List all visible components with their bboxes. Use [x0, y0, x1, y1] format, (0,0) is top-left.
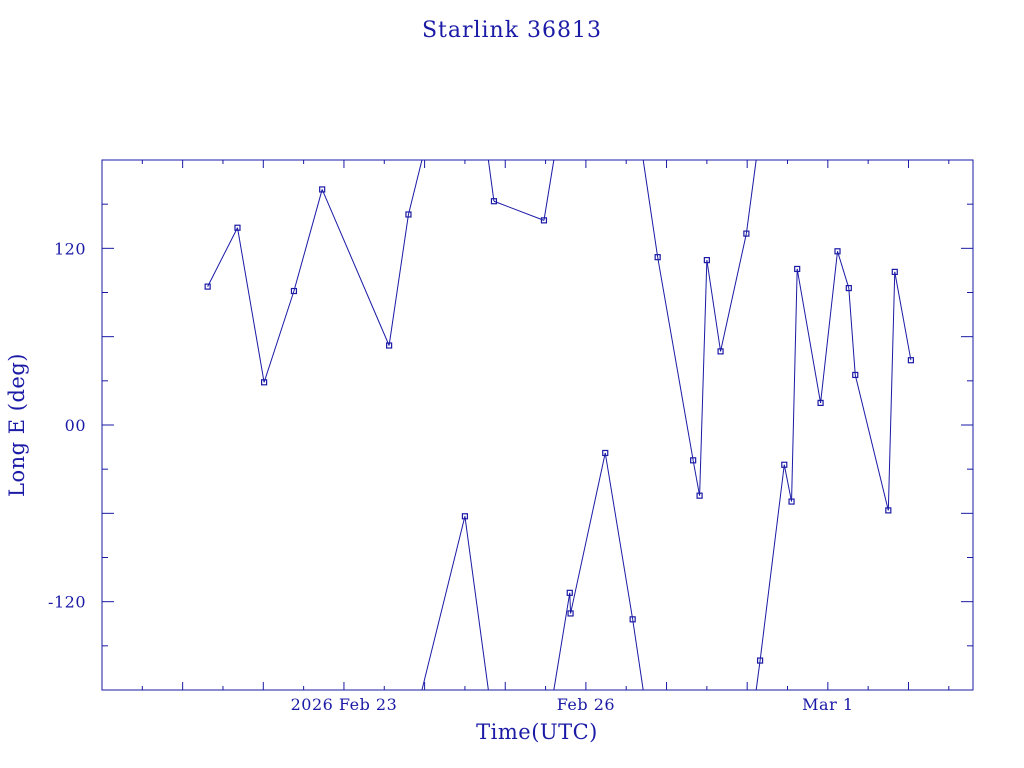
series-segment	[854, 374, 889, 511]
series-segment	[421, 516, 466, 691]
axis-ticks	[101, 159, 973, 691]
data-point	[885, 507, 892, 514]
series-segment	[642, 159, 659, 258]
series-segment	[293, 189, 323, 292]
data-point	[690, 457, 697, 464]
series-segment	[553, 592, 571, 691]
data-point	[907, 357, 915, 364]
series-segment	[820, 251, 839, 403]
series-segment	[657, 257, 694, 461]
data-point	[891, 268, 898, 275]
series-segment	[263, 290, 295, 383]
x-tick-label: Mar 1	[802, 695, 853, 714]
series-segment	[692, 460, 701, 496]
series-segment	[837, 251, 850, 289]
y-axis-label: Long E (deg)	[5, 353, 29, 497]
series-segment	[207, 227, 238, 287]
data-point	[540, 217, 548, 224]
series-segment	[570, 452, 606, 614]
data-point	[788, 498, 795, 505]
series-segment	[887, 271, 896, 511]
series-segment	[487, 159, 495, 202]
series-segment	[783, 464, 793, 502]
series-segment	[796, 268, 822, 404]
series-segment	[791, 268, 798, 502]
data-point	[834, 248, 841, 255]
chart-title: Starlink 36813	[422, 18, 602, 43]
series-longitude	[204, 159, 915, 691]
series-segment	[632, 619, 644, 691]
data-point	[743, 230, 750, 237]
y-tick-label: 120	[54, 239, 86, 258]
data-point	[696, 492, 703, 499]
data-point	[629, 616, 636, 623]
series-segment	[543, 159, 555, 221]
data-point	[234, 224, 241, 231]
x-tick-label: 2026 Feb 23	[291, 695, 398, 714]
series-segment	[755, 660, 761, 691]
data-point	[405, 211, 412, 218]
data-point	[756, 657, 764, 664]
data-point	[386, 342, 393, 349]
series-segment	[236, 227, 265, 383]
plot-frame	[101, 159, 974, 691]
data-point	[566, 589, 573, 596]
series-segment	[407, 159, 423, 215]
data-point	[781, 461, 788, 468]
data-point	[794, 265, 801, 273]
series-segment	[699, 260, 708, 496]
series-segment	[569, 592, 572, 614]
y-tick-label: 00	[65, 416, 86, 435]
x-tick-label: Feb 26	[557, 695, 615, 714]
data-point	[703, 257, 710, 264]
series-segment	[493, 200, 545, 221]
series-segment	[759, 464, 785, 661]
tick-labels: 2026 Feb 23 Feb 26 Mar 1 -120 00 120	[48, 239, 853, 714]
data-point	[261, 379, 268, 386]
data-point	[817, 399, 824, 407]
data-point	[852, 371, 859, 379]
data-point	[461, 513, 469, 520]
data-point	[290, 287, 298, 295]
data-point	[717, 348, 724, 355]
data-point	[567, 610, 574, 617]
series-segment	[720, 233, 747, 352]
series-segment	[848, 288, 856, 375]
series-segment	[706, 260, 722, 352]
data-point	[654, 254, 661, 261]
series-segment	[464, 516, 489, 691]
series-segment	[745, 159, 757, 234]
series-segment	[388, 214, 409, 346]
series-segment	[321, 189, 390, 346]
data-point	[845, 284, 852, 292]
data-point	[204, 283, 211, 290]
data-point	[319, 186, 326, 193]
series-segment	[604, 452, 634, 620]
series-segment	[894, 271, 912, 361]
y-tick-label: -120	[48, 593, 86, 612]
x-axis-label: Time(UTC)	[476, 720, 598, 744]
data-point	[602, 449, 609, 457]
data-point	[490, 198, 498, 205]
